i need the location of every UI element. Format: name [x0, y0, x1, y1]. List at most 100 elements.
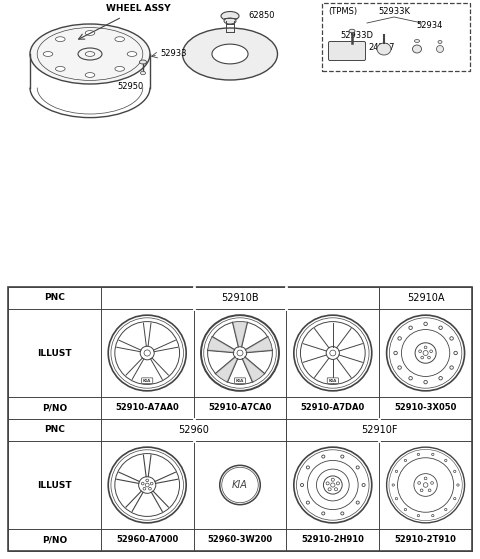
- Ellipse shape: [428, 356, 431, 359]
- Ellipse shape: [212, 44, 248, 64]
- Ellipse shape: [362, 484, 365, 486]
- Ellipse shape: [115, 67, 124, 71]
- FancyBboxPatch shape: [328, 41, 365, 60]
- Ellipse shape: [143, 487, 146, 490]
- Ellipse shape: [398, 366, 401, 369]
- Ellipse shape: [431, 482, 433, 484]
- Ellipse shape: [438, 40, 442, 44]
- Text: 52910-A7AA0: 52910-A7AA0: [115, 404, 179, 413]
- Ellipse shape: [140, 60, 146, 64]
- Ellipse shape: [419, 350, 421, 353]
- Ellipse shape: [432, 514, 434, 517]
- Ellipse shape: [108, 447, 186, 523]
- Text: 52950: 52950: [117, 82, 143, 91]
- Bar: [322, 3, 470, 71]
- Text: 52960: 52960: [178, 425, 209, 435]
- Ellipse shape: [300, 484, 303, 486]
- Text: 52933D: 52933D: [340, 31, 373, 40]
- Text: KIA: KIA: [232, 480, 248, 490]
- Text: ILLUST: ILLUST: [37, 348, 72, 358]
- Text: 52910-A7DA0: 52910-A7DA0: [300, 404, 365, 413]
- Ellipse shape: [115, 37, 124, 41]
- Text: P/NO: P/NO: [42, 404, 67, 413]
- Text: P/NO: P/NO: [42, 536, 67, 544]
- Ellipse shape: [444, 459, 447, 462]
- Text: 52933: 52933: [160, 50, 187, 59]
- Text: 52934: 52934: [417, 21, 443, 30]
- Ellipse shape: [450, 337, 453, 340]
- Ellipse shape: [386, 447, 465, 523]
- Ellipse shape: [396, 470, 397, 472]
- Ellipse shape: [398, 337, 401, 340]
- Text: PNC: PNC: [44, 293, 65, 302]
- Ellipse shape: [420, 489, 423, 492]
- Ellipse shape: [404, 509, 407, 511]
- Ellipse shape: [432, 453, 434, 456]
- Ellipse shape: [341, 455, 344, 458]
- Ellipse shape: [141, 71, 145, 75]
- Ellipse shape: [454, 351, 457, 355]
- Ellipse shape: [349, 29, 355, 33]
- Text: ILLUST: ILLUST: [37, 481, 72, 490]
- Text: KIA: KIA: [143, 378, 151, 382]
- Ellipse shape: [428, 489, 431, 492]
- Ellipse shape: [30, 24, 150, 84]
- Ellipse shape: [436, 45, 444, 53]
- Ellipse shape: [377, 43, 391, 55]
- Ellipse shape: [150, 482, 153, 485]
- Ellipse shape: [294, 447, 372, 523]
- Ellipse shape: [356, 501, 359, 504]
- FancyBboxPatch shape: [142, 378, 153, 383]
- Polygon shape: [246, 337, 272, 352]
- Ellipse shape: [430, 350, 432, 353]
- Ellipse shape: [409, 326, 412, 329]
- Ellipse shape: [56, 37, 65, 41]
- Ellipse shape: [454, 498, 456, 500]
- Polygon shape: [242, 357, 264, 382]
- Text: 62850: 62850: [248, 12, 275, 21]
- Ellipse shape: [418, 482, 420, 484]
- Ellipse shape: [149, 487, 151, 490]
- Ellipse shape: [85, 73, 95, 77]
- Ellipse shape: [396, 498, 397, 500]
- Ellipse shape: [141, 482, 144, 485]
- FancyBboxPatch shape: [327, 378, 338, 383]
- Text: 52910B: 52910B: [221, 293, 259, 303]
- Ellipse shape: [146, 479, 149, 482]
- Text: 24537: 24537: [369, 43, 395, 52]
- Text: (TPMS): (TPMS): [328, 7, 357, 16]
- Ellipse shape: [424, 346, 427, 349]
- Ellipse shape: [221, 12, 239, 21]
- Text: WHEEL ASSY: WHEEL ASSY: [106, 4, 170, 13]
- Ellipse shape: [306, 501, 310, 504]
- Text: 52910A: 52910A: [407, 293, 444, 303]
- Ellipse shape: [450, 366, 453, 369]
- Bar: [8, 287, 472, 551]
- FancyBboxPatch shape: [234, 378, 246, 383]
- Ellipse shape: [43, 51, 53, 56]
- Ellipse shape: [415, 40, 420, 42]
- Text: 52910-A7CA0: 52910-A7CA0: [208, 404, 272, 413]
- Ellipse shape: [335, 488, 337, 491]
- Ellipse shape: [404, 459, 407, 462]
- Ellipse shape: [127, 51, 137, 56]
- Ellipse shape: [394, 351, 397, 355]
- Ellipse shape: [328, 488, 331, 491]
- Ellipse shape: [356, 466, 359, 469]
- Ellipse shape: [439, 326, 443, 329]
- Ellipse shape: [417, 514, 420, 517]
- Polygon shape: [233, 321, 247, 347]
- Ellipse shape: [417, 453, 420, 456]
- Ellipse shape: [341, 512, 344, 515]
- Ellipse shape: [331, 478, 335, 481]
- Text: 52910-3X050: 52910-3X050: [395, 404, 457, 413]
- Ellipse shape: [56, 67, 65, 71]
- Text: KIA: KIA: [329, 378, 337, 382]
- Ellipse shape: [326, 482, 329, 485]
- Ellipse shape: [386, 315, 465, 391]
- Ellipse shape: [220, 465, 260, 505]
- Text: 52933K: 52933K: [378, 7, 410, 16]
- Text: KIA: KIA: [236, 378, 244, 382]
- Ellipse shape: [392, 484, 395, 486]
- Text: 52910-2T910: 52910-2T910: [395, 536, 456, 544]
